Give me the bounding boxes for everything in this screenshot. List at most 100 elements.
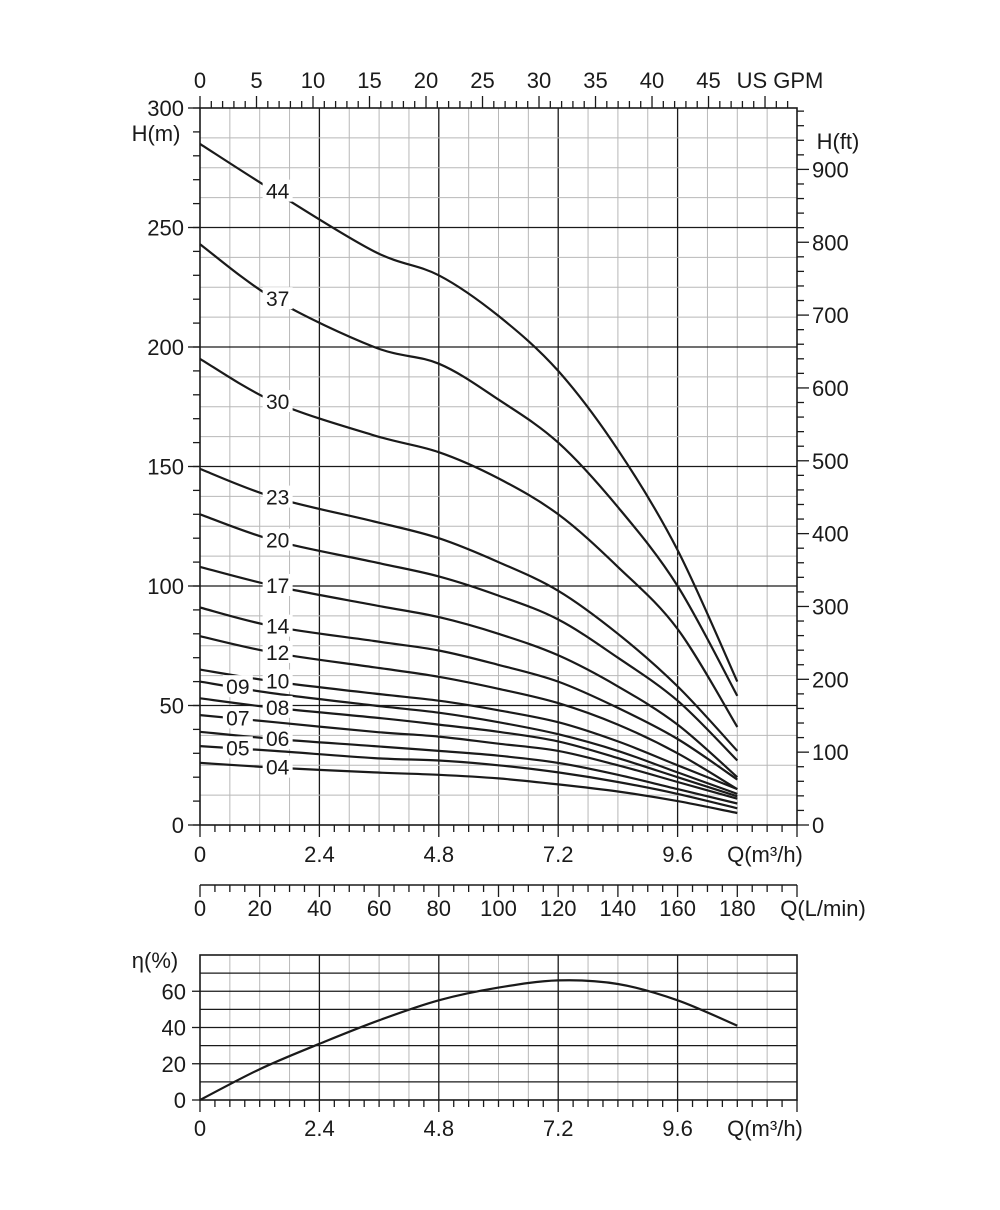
head-curve-label-bg bbox=[262, 669, 293, 692]
head-chart-curves: 44 37 30 23 20 17 14 12 10 09 08 07 06 05 04 bbox=[199, 142, 739, 815]
efficiency-chart-axes: 0 20 40 60 η(%) 0 2.4 4.8 7.2 9.6 Q(m³/h) bbox=[132, 948, 803, 1141]
head-curve-label-10: 10 bbox=[266, 671, 289, 694]
head-left-tick-label: 300 bbox=[147, 96, 184, 121]
head-curve-label-bg bbox=[262, 755, 293, 778]
head-curve-label-05: 05 bbox=[226, 737, 249, 760]
head-top-tick-label: 10 bbox=[301, 68, 325, 93]
head-right-tick-label: 300 bbox=[812, 594, 849, 619]
head-right-tick-label: 900 bbox=[812, 157, 849, 182]
head-curve-label-bg bbox=[262, 574, 293, 596]
head-curve-label-09: 09 bbox=[226, 676, 249, 699]
head-curve-label-23: 23 bbox=[266, 487, 289, 510]
flow-scale-tick-label: 80 bbox=[427, 896, 451, 921]
head-curve-37 bbox=[199, 243, 739, 697]
flow-scale-tick-label: 100 bbox=[480, 896, 517, 921]
flow-scale-axis-title: Q(L/min) bbox=[780, 896, 866, 921]
efficiency-chart-curves bbox=[199, 979, 738, 1101]
head-curve-20 bbox=[199, 513, 739, 762]
head-left-tick-label: 50 bbox=[160, 694, 184, 719]
head-left-tick-label: 100 bbox=[147, 574, 184, 599]
head-curve-09 bbox=[199, 680, 738, 795]
head-right-tick-label: 600 bbox=[812, 376, 849, 401]
head-curve-label-bg bbox=[262, 287, 293, 310]
head-top-tick-label: 0 bbox=[194, 68, 206, 93]
head-curve-06 bbox=[199, 730, 738, 805]
head-curve-05 bbox=[199, 745, 738, 810]
head-top-tick-label: 35 bbox=[583, 68, 607, 93]
head-curve-label-30: 30 bbox=[266, 391, 289, 414]
flow-scale-tick-label: 120 bbox=[540, 896, 577, 921]
head-top-tick-label: 5 bbox=[250, 68, 262, 93]
eff-left-tick-label: 20 bbox=[162, 1052, 186, 1077]
head-top-tick-label: 15 bbox=[357, 68, 381, 93]
head-curve-label-20: 20 bbox=[266, 530, 289, 553]
head-curve-label-bg bbox=[222, 706, 253, 729]
head-left-tick-label: 250 bbox=[147, 216, 184, 241]
head-curve-14 bbox=[199, 606, 738, 781]
head-top-tick-label: 25 bbox=[470, 68, 494, 93]
head-curve-label-bg bbox=[262, 389, 293, 412]
head-curve-04 bbox=[199, 761, 738, 815]
head-curve-label-14: 14 bbox=[266, 616, 290, 639]
flow-lpm-scale: 0 20 40 60 80 100 120 140 160 180 Q(L/min) bbox=[194, 884, 866, 921]
head-top-tick-label: 30 bbox=[527, 68, 551, 93]
flow-scale-tick-label: 0 bbox=[194, 896, 206, 921]
head-left-axis-title: H(m) bbox=[132, 121, 181, 146]
head-top-tick-label: 20 bbox=[414, 68, 438, 93]
head-curve-label-04: 04 bbox=[266, 757, 290, 780]
head-curve-label-08: 08 bbox=[266, 697, 289, 720]
head-curve-label-17: 17 bbox=[266, 575, 289, 598]
eff-bottom-tick-label: 2.4 bbox=[304, 1116, 335, 1141]
head-left-tick-label: 150 bbox=[147, 455, 184, 480]
head-right-tick-label: 500 bbox=[812, 449, 849, 474]
head-curve-label-bg bbox=[262, 614, 293, 637]
head-left-tick-label: 0 bbox=[172, 813, 184, 838]
head-right-axis-title: H(ft) bbox=[817, 129, 860, 154]
flow-scale-tick-label: 160 bbox=[659, 896, 696, 921]
head-curve-label-bg bbox=[262, 528, 293, 551]
head-top-tick-label: 40 bbox=[640, 68, 664, 93]
head-right-tick-label: 0 bbox=[812, 813, 824, 838]
flow-scale-tick-label: 60 bbox=[367, 896, 391, 921]
head-curve-label-bg bbox=[262, 485, 293, 508]
head-curve-08 bbox=[199, 697, 738, 798]
head-curve-30 bbox=[199, 357, 739, 728]
efficiency-curve bbox=[199, 979, 738, 1101]
eff-left-axis-title: η(%) bbox=[132, 948, 178, 973]
head-curve-label-bg bbox=[222, 736, 253, 759]
efficiency-chart-grid bbox=[199, 954, 798, 1101]
eff-bottom-tick-label: 0 bbox=[194, 1116, 206, 1141]
eff-left-tick-label: 0 bbox=[174, 1088, 186, 1113]
head-bottom-axis-title: Q(m³/h) bbox=[727, 842, 803, 867]
head-curve-label-12: 12 bbox=[266, 642, 289, 665]
head-curve-44 bbox=[199, 142, 739, 683]
eff-bottom-tick-label: 4.8 bbox=[424, 1116, 455, 1141]
head-top-axis-title: US GPM bbox=[737, 68, 824, 93]
head-curve-label-bg bbox=[262, 179, 293, 202]
head-bottom-tick-label: 7.2 bbox=[543, 842, 574, 867]
head-curve-12 bbox=[199, 635, 738, 791]
head-curve-07 bbox=[199, 714, 738, 800]
head-curve-17 bbox=[199, 565, 739, 779]
head-bottom-tick-label: 0 bbox=[194, 842, 206, 867]
head-right-tick-label: 700 bbox=[812, 303, 849, 328]
eff-bottom-tick-label: 9.6 bbox=[662, 1116, 693, 1141]
eff-bottom-tick-label: 7.2 bbox=[543, 1116, 574, 1141]
head-top-tick-label: 45 bbox=[696, 68, 720, 93]
head-curve-label-07: 07 bbox=[226, 707, 249, 730]
flow-scale-tick-label: 180 bbox=[719, 896, 756, 921]
head-bottom-tick-label: 9.6 bbox=[662, 842, 693, 867]
head-curve-label-bg bbox=[222, 675, 253, 698]
head-right-tick-label: 800 bbox=[812, 230, 849, 255]
eff-bottom-axis-title: Q(m³/h) bbox=[727, 1116, 803, 1141]
head-curve-label-bg bbox=[262, 640, 293, 663]
head-right-tick-label: 400 bbox=[812, 522, 849, 547]
head-curve-label-44: 44 bbox=[266, 181, 290, 204]
flow-scale-tick-label: 140 bbox=[600, 896, 637, 921]
head-curve-23 bbox=[199, 467, 739, 752]
head-curve-10 bbox=[199, 668, 738, 791]
head-right-tick-label: 100 bbox=[812, 740, 849, 765]
eff-left-tick-label: 60 bbox=[162, 979, 186, 1004]
head-right-tick-label: 200 bbox=[812, 667, 849, 692]
